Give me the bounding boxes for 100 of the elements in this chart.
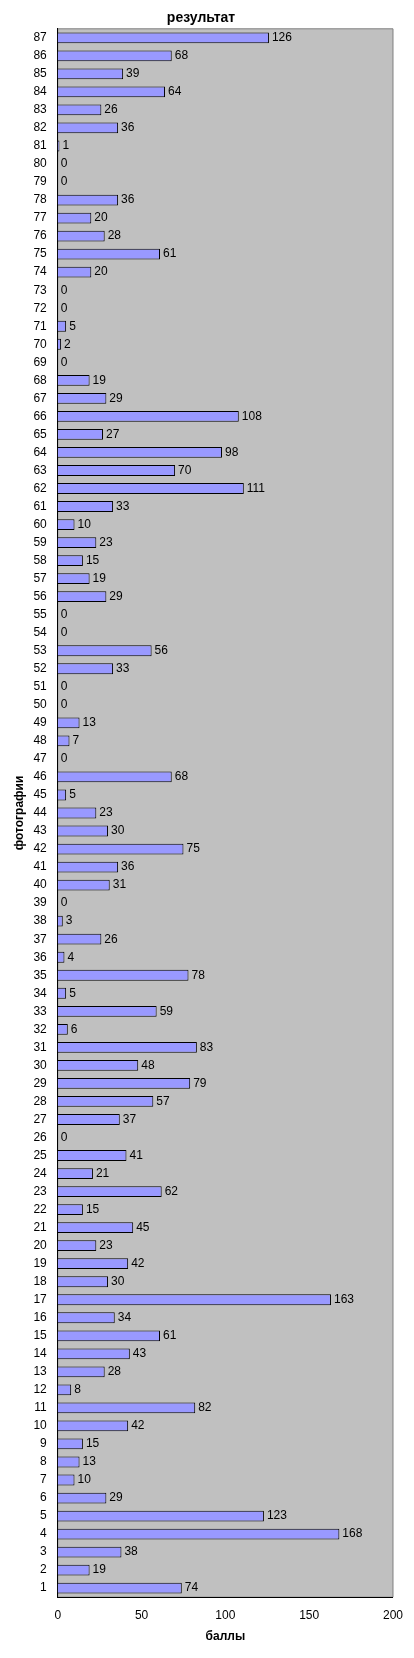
data-label: 0 [60,751,68,766]
y-tick-label: 5 [40,1508,48,1523]
data-label: 0 [60,625,68,640]
y-tick-label: 39 [33,895,48,910]
data-label: 10 [77,516,92,531]
data-label: 8 [74,1382,82,1397]
data-label: 23 [99,1237,113,1252]
y-tick-label: 23 [33,1183,48,1198]
data-label: 20 [94,264,108,279]
y-axis-title: фотографии [11,775,26,851]
data-label: 61 [163,246,177,261]
y-tick-label: 21 [33,1219,48,1234]
data-label: 0 [60,156,68,171]
data-label: 26 [104,102,118,117]
data-label: 6 [70,1021,78,1036]
y-tick-label: 53 [33,643,48,658]
data-label: 28 [107,228,122,243]
data-label: 0 [60,607,68,622]
data-label: 56 [154,643,169,658]
data-label: 37 [122,1111,137,1126]
y-tick-label: 87 [33,30,48,45]
y-tick-label: 62 [33,480,48,495]
data-label: 5 [69,985,77,1000]
y-tick-label: 86 [33,48,48,63]
y-tick-label: 36 [33,949,48,964]
y-tick-label: 48 [33,733,48,748]
data-label: 62 [164,1183,179,1198]
y-tick-label: 17 [33,1292,48,1307]
y-tick-label: 43 [33,823,48,838]
y-tick-label: 20 [33,1237,48,1252]
y-tick-label: 79 [33,174,48,189]
y-tick-label: 25 [33,1147,48,1162]
y-tick-label: 83 [33,102,48,117]
data-label: 38 [124,1544,139,1559]
x-tick-label: 150 [299,1607,320,1622]
y-tick-label: 2 [40,1562,48,1577]
data-label: 79 [193,1075,207,1090]
data-label: 70 [178,462,192,477]
y-tick-label: 45 [33,787,48,802]
data-label: 0 [60,354,68,369]
data-label: 36 [121,120,135,135]
y-tick-label: 70 [33,336,48,351]
data-label: 28 [107,1364,122,1379]
data-label: 78 [191,967,206,982]
data-label: 31 [112,877,127,892]
y-tick-label: 30 [33,1057,48,1072]
y-tick-label: 55 [33,607,48,622]
y-tick-label: 57 [33,570,48,585]
data-label: 39 [126,66,140,81]
y-tick-label: 11 [34,1400,48,1415]
x-tick-label: 0 [54,1607,62,1622]
y-tick-label: 54 [33,625,48,640]
data-label: 19 [92,1562,107,1577]
y-tick-label: 9 [40,1436,48,1451]
y-tick-label: 77 [33,210,48,225]
data-label: 42 [131,1418,145,1433]
data-label: 82 [198,1400,212,1415]
data-label: 34 [117,1310,132,1325]
y-tick-label: 44 [33,805,48,820]
data-label: 0 [60,679,68,694]
data-label: 29 [109,588,124,603]
y-tick-label: 75 [33,246,48,261]
data-label: 15 [85,1436,100,1451]
y-tick-label: 69 [33,354,48,369]
y-tick-label: 47 [33,751,48,766]
y-tick-label: 59 [33,534,48,549]
data-label: 0 [60,174,68,189]
y-tick-label: 3 [40,1544,48,1559]
data-label: 41 [129,1147,144,1162]
y-tick-label: 26 [33,1129,48,1144]
y-tick-label: 4 [40,1526,48,1541]
y-tick-label: 50 [33,697,48,712]
y-tick-label: 15 [33,1328,48,1343]
y-tick-label: 29 [33,1075,48,1090]
x-tick-label: 50 [134,1607,149,1622]
data-label: 1 [62,138,70,153]
data-label: 5 [69,318,77,333]
y-tick-label: 52 [33,661,48,676]
data-label: 68 [174,48,189,63]
data-label: 13 [82,715,97,730]
data-label: 33 [116,661,130,676]
data-label: 0 [60,282,68,297]
data-label: 29 [109,1490,124,1505]
y-tick-label: 27 [33,1111,48,1126]
data-label: 83 [199,1039,214,1054]
data-label: 108 [241,408,263,423]
y-tick-label: 81 [33,138,48,153]
y-tick-label: 6 [40,1490,48,1505]
data-label: 13 [82,1454,97,1469]
data-label: 75 [186,841,201,856]
data-label: 42 [131,1256,145,1270]
y-tick-label: 31 [33,1039,48,1054]
data-label: 74 [184,1580,199,1595]
y-tick-label: 46 [33,769,48,784]
y-tick-label: 14 [33,1346,48,1361]
data-label: 7 [72,733,80,748]
data-label: 21 [95,1165,110,1180]
y-tick-label: 18 [33,1274,48,1289]
y-tick-label: 51 [33,679,48,694]
data-label: 20 [94,210,108,225]
